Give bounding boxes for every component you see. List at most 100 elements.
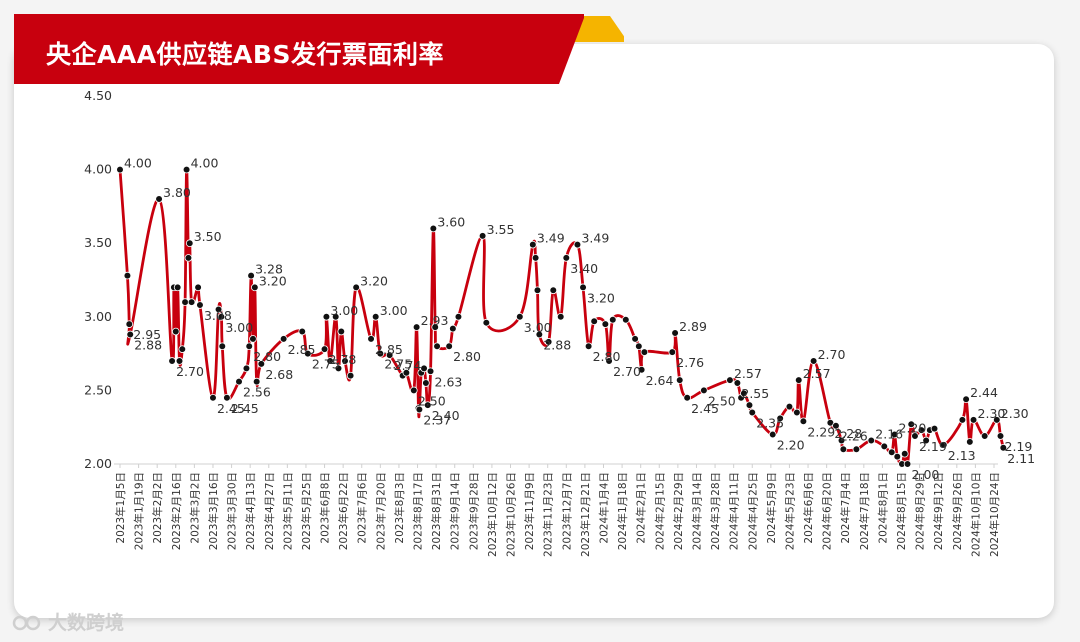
data-point: [917, 426, 926, 434]
data-point: [249, 335, 257, 343]
data-point: [837, 436, 846, 445]
x-tick-label: 2023年4月13日: [244, 472, 257, 550]
data-point: [867, 436, 876, 445]
data-point: [478, 232, 487, 240]
data-point: [168, 357, 176, 365]
x-tick-label: 2024年3月14日: [690, 472, 703, 550]
data-point: [431, 323, 439, 331]
data-point: [887, 448, 896, 457]
x-tick-label: 2024年2月29日: [672, 472, 685, 550]
data-label: 2.28: [834, 426, 862, 441]
x-tick-label: 2023年10月26日: [505, 472, 518, 557]
x-tick-label: 2023年8月31日: [430, 472, 443, 550]
data-point: [279, 335, 288, 343]
x-tick-label: 2023年2月16日: [170, 472, 183, 550]
x-tick-label: 2023年4月27日: [263, 472, 276, 550]
data-point: [675, 376, 684, 384]
data-point: [726, 376, 734, 384]
x-tick-label: 2024年9月12日: [932, 472, 945, 550]
data-point: [341, 357, 349, 365]
data-point: [454, 312, 463, 321]
data-point: [155, 195, 163, 203]
x-tick-label: 2024年10月24日: [988, 472, 1001, 557]
data-point: [635, 342, 643, 351]
data-label: 3.20: [360, 273, 388, 288]
data-point: [584, 342, 593, 351]
data-point: [320, 345, 329, 353]
y-tick-label: 2.50: [84, 382, 112, 397]
data-label: 2.80: [453, 349, 481, 364]
data-point: [218, 342, 227, 351]
data-label: 2.40: [432, 408, 460, 423]
data-label: 3.00: [524, 320, 552, 335]
data-point: [385, 351, 394, 359]
data-label: 2.89: [679, 319, 707, 334]
data-point: [839, 445, 848, 454]
x-tick-label: 2024年4月25日: [746, 472, 759, 550]
data-point: [326, 357, 334, 365]
data-point: [740, 389, 748, 398]
data-label: 2.57: [734, 366, 762, 381]
data-point: [529, 240, 537, 249]
x-tick-label: 2024年2月15日: [653, 472, 666, 550]
data-label: 2.70: [176, 364, 204, 379]
data-point: [181, 298, 189, 306]
x-tick-label: 2023年11月9日: [523, 472, 536, 550]
x-tick-label: 2023年12月21日: [579, 472, 592, 557]
data-point: [420, 364, 428, 373]
x-tick-label: 2023年8月17日: [412, 472, 425, 550]
data-point: [171, 327, 180, 336]
x-tick-label: 2024年9月26日: [951, 472, 964, 550]
data-point: [429, 224, 438, 233]
data-point: [187, 298, 196, 306]
data-label: 2.85: [288, 342, 316, 357]
data-point: [832, 421, 840, 430]
data-point: [331, 312, 340, 321]
data-point: [304, 349, 312, 358]
data-label: 2.45: [691, 401, 719, 416]
data-label: 2.37: [423, 413, 451, 428]
data-label: 4.00: [191, 156, 219, 171]
data-label: 3.50: [194, 229, 222, 244]
x-tick-label: 2024年5月23日: [783, 472, 796, 550]
x-tick-label: 2024年4月11日: [728, 472, 741, 550]
data-point: [962, 395, 970, 404]
data-label: 2.45: [231, 401, 259, 416]
data-point: [794, 376, 803, 384]
data-point: [992, 416, 1001, 424]
x-tick-label: 2023年3月16日: [207, 472, 220, 550]
data-point: [116, 165, 124, 174]
x-tick-label: 2024年6月20日: [821, 472, 834, 550]
watermark-text: 大数跨境: [48, 612, 125, 634]
data-point: [852, 445, 861, 454]
data-label: 2.44: [970, 385, 998, 400]
data-point: [123, 271, 132, 280]
data-point: [980, 432, 989, 440]
data-label: 2.19: [919, 439, 947, 454]
chart-card: [14, 44, 1054, 618]
data-point: [601, 320, 610, 328]
data-point: [631, 335, 639, 343]
x-tick-label: 2024年7月4日: [839, 472, 852, 544]
data-point: [334, 364, 343, 373]
data-point: [251, 283, 259, 292]
x-tick-label: 2023年9月14日: [449, 472, 462, 550]
x-tick-label: 2023年5月25日: [300, 472, 313, 550]
data-point: [352, 283, 360, 292]
data-label: 2.56: [243, 385, 271, 400]
data-point: [257, 360, 266, 368]
x-tick-label: 2023年3月30日: [226, 472, 239, 550]
data-label: 3.55: [487, 222, 515, 237]
x-tick-label: 2024年10月10日: [969, 472, 982, 557]
data-point: [533, 286, 542, 295]
x-tick-label: 2023年12月7日: [560, 472, 573, 550]
data-label: 4.00: [124, 156, 152, 171]
data-label: 2.88: [134, 337, 162, 352]
watermark: 大数跨境: [12, 608, 124, 635]
x-tick-label: 2024年3月28日: [709, 472, 722, 550]
data-label: 2.64: [646, 373, 674, 388]
data-label: 3.28: [255, 262, 283, 277]
data-point: [178, 345, 187, 353]
data-point: [544, 338, 553, 346]
data-point: [175, 357, 184, 365]
